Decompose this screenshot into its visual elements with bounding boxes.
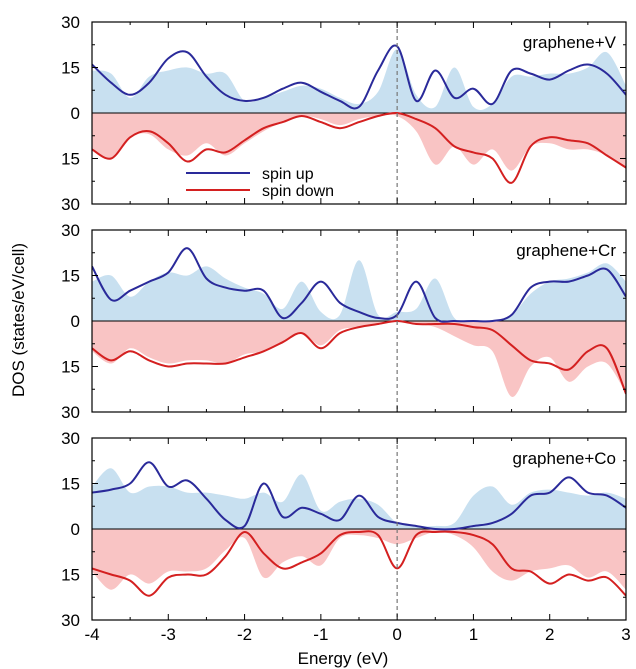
- panel-co: 30 15 0 15 30 graphene+Co: [61, 429, 627, 630]
- y-tick-label: 30: [61, 429, 80, 448]
- x-tick-label: -4: [84, 625, 99, 644]
- y-tick-label: 0: [71, 312, 80, 331]
- y-tick-label: 30: [61, 13, 80, 32]
- y-tick-label: 30: [61, 221, 80, 240]
- y-tick-label: 15: [61, 267, 80, 286]
- plot-area: [92, 44, 626, 184]
- spin-up-line: [92, 44, 626, 110]
- panel-label: graphene+Co: [512, 449, 616, 468]
- spin-down-line: [92, 319, 626, 395]
- x-tick-label: -3: [161, 625, 176, 644]
- spin-down-shaded-area: [92, 321, 626, 397]
- panel-label: graphene+Cr: [516, 241, 616, 260]
- y-axis-title: DOS (states/eV/cell): [9, 243, 28, 397]
- spin-down-line: [92, 111, 626, 184]
- x-axis-title: Energy (eV): [298, 649, 389, 668]
- x-tick-label: -2: [237, 625, 252, 644]
- panel-cr: 30 15 0 15 30 graphene+Cr: [61, 221, 627, 422]
- plot-area: [92, 247, 626, 397]
- y-tick-label: 0: [71, 520, 80, 539]
- x-tick-label: 1: [469, 625, 478, 644]
- spin-up-shaded-area: [92, 49, 626, 113]
- y-tick-label: 15: [61, 358, 80, 377]
- x-tick-labels: -4 -3 -2 -1 0 1 2 3: [84, 625, 630, 644]
- x-tick-label: -1: [313, 625, 328, 644]
- x-tick-label: 0: [392, 625, 401, 644]
- legend-spin-up-label: spin up: [262, 166, 314, 183]
- panel-v: 30 15 0 15 30 graphene+V: [61, 13, 627, 214]
- spin-down-shaded-area: [92, 113, 626, 171]
- y-tick-label: 15: [61, 566, 80, 585]
- spin-down-shaded-area: [92, 529, 626, 590]
- y-tick-label: 30: [61, 611, 80, 630]
- y-tick-label: 30: [61, 195, 80, 214]
- y-tick-label: 30: [61, 403, 80, 422]
- x-tick-label: 3: [621, 625, 630, 644]
- legend-spin-down-label: spin down: [262, 183, 334, 200]
- y-tick-label: 0: [71, 104, 80, 123]
- plot-area: [92, 461, 626, 597]
- spin-down-line: [92, 530, 626, 597]
- spin-up-line: [92, 461, 626, 531]
- legend: spin up spin down: [186, 166, 334, 200]
- y-tick-label: 15: [61, 475, 80, 494]
- y-tick-label: 15: [61, 59, 80, 78]
- y-tick-label: 15: [61, 150, 80, 169]
- x-tick-label: 2: [545, 625, 554, 644]
- spin-up-line: [92, 247, 626, 323]
- spin-up-shaded-area: [92, 468, 626, 529]
- spin-up-shaded-area: [92, 260, 626, 322]
- panel-label: graphene+V: [523, 33, 617, 52]
